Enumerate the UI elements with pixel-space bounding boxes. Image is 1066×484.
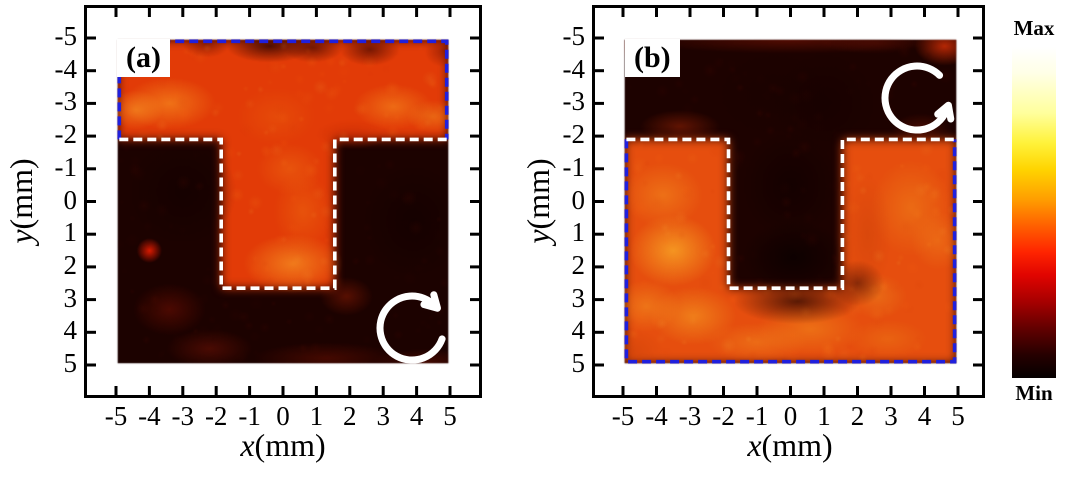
panel-a-x-tick-label: -3 <box>171 401 195 431</box>
panel-a-y-tick-label: -3 <box>54 86 78 117</box>
panel-b-x-tick-label: 3 <box>884 401 898 431</box>
panel-a-heatmap <box>116 38 450 365</box>
panel-a-y-tick-label: -2 <box>54 119 78 150</box>
panel-b-label: (b) <box>625 39 680 77</box>
panel-a-x-tick-label: 2 <box>343 401 357 431</box>
panel-b-y-axis-variable: y <box>520 229 556 244</box>
panel-b-x-axis-unit: (mm) <box>761 427 833 463</box>
panel-b-y-tick-label: -4 <box>562 53 586 84</box>
panel-b-y-tick-label: 1 <box>571 217 586 248</box>
panel-b-x-tick-label: 5 <box>951 401 965 431</box>
panel-b-heatmap <box>623 38 958 365</box>
panel-a-y-tick-label: 5 <box>63 348 78 378</box>
panel-a-y-tick-label: -1 <box>54 151 78 182</box>
panel-b-y-tick-label: -2 <box>562 119 586 150</box>
panel-a-x-tick-label: 1 <box>309 401 324 431</box>
panel-a-x-axis-unit: (mm) <box>254 427 326 463</box>
colorbar <box>1012 47 1056 378</box>
panel-b-y-tick-label: -3 <box>562 86 586 117</box>
panel-b-x-tick-label: -5 <box>611 401 635 431</box>
panel-a-y-tick-label: 0 <box>63 184 78 215</box>
panel-a-y-tick-label: -5 <box>54 21 78 51</box>
panel-b-x-tick-label: -4 <box>645 401 668 431</box>
panel-a-x-axis-label: x(mm) <box>208 429 358 461</box>
panel-a-y-tick-label: 2 <box>63 249 78 280</box>
panel-a-x-tick-label: -2 <box>204 401 228 431</box>
panel-a-x-tick-label: 4 <box>409 401 424 431</box>
panel-b-x-tick-label: -1 <box>745 401 769 431</box>
panel-b-y-tick-label: 5 <box>571 348 586 378</box>
panel-b-x-tick-label: 1 <box>817 401 831 431</box>
panel-b-y-axis-unit: (mm) <box>520 158 556 230</box>
panel-a-y-axis-label: y(mm) <box>3 126 39 276</box>
panel-a-x-tick-label: -1 <box>238 401 261 431</box>
panel-a-y-tick-label: 1 <box>63 217 78 248</box>
panel-b-y-tick-label: 2 <box>571 249 586 280</box>
colorbar-max-label: Max <box>1013 16 1055 40</box>
panel-b-x-tick-label: 4 <box>917 401 932 431</box>
panel-a-x-tick-label: 3 <box>376 401 390 431</box>
panel-b-y-tick-label: 3 <box>571 282 586 313</box>
panel-b-x-tick-label: 2 <box>850 401 865 431</box>
panel-b-x-tick-label: -2 <box>712 401 735 431</box>
panel-a-y-tick-label: 3 <box>63 282 78 313</box>
panel-a-y-tick-label: -4 <box>54 53 78 84</box>
panel-a-label: (a) <box>117 39 170 77</box>
panel-a-x-tick-label: -5 <box>104 401 128 431</box>
panel-b-y-tick-label: 4 <box>571 315 586 346</box>
panel-a-x-axis-variable: x <box>240 427 255 463</box>
panel-b-y-tick-label: 0 <box>571 184 586 215</box>
panel-a-y-tick-label: 4 <box>63 315 78 346</box>
panel-b-y-tick-label: -5 <box>562 21 586 51</box>
panel-a-x-tick-label: 5 <box>443 401 457 431</box>
panel-b-x-axis-variable: x <box>747 427 762 463</box>
panel-b-x-tick-label: -3 <box>678 401 702 431</box>
colorbar-min-label: Min <box>1015 381 1053 405</box>
panel-a-x-tick-label: 0 <box>276 401 290 431</box>
panel-a-x-tick-label: -4 <box>138 401 161 431</box>
panel-b-y-tick-label: -1 <box>562 151 586 182</box>
panel-b-x-tick-label: 0 <box>783 401 798 431</box>
panel-a-y-axis-unit: (mm) <box>3 158 39 230</box>
panel-b-y-axis-label: y(mm) <box>520 126 556 276</box>
panel-b-x-axis-label: x(mm) <box>715 429 865 461</box>
panel-a-y-axis-variable: y <box>3 229 39 244</box>
